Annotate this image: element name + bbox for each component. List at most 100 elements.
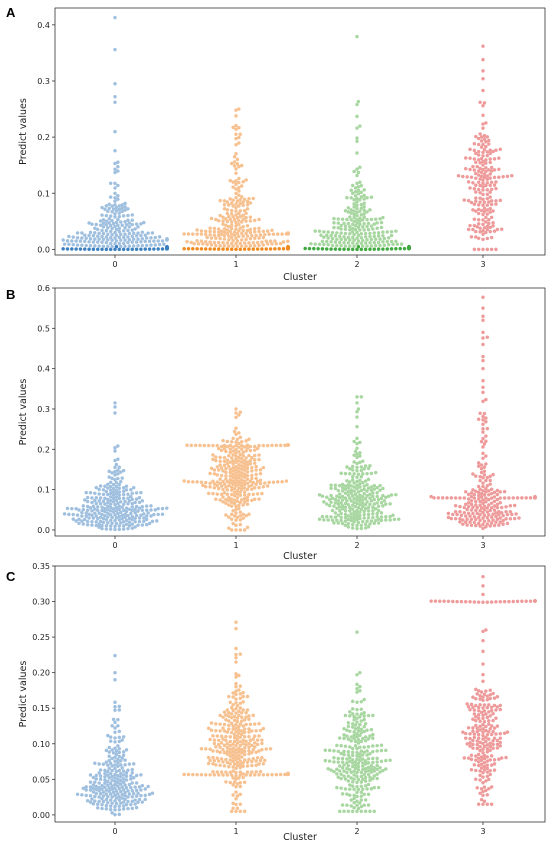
data-point — [238, 452, 243, 457]
data-point — [103, 496, 107, 501]
data-point — [250, 759, 254, 764]
data-point — [242, 247, 247, 251]
data-point — [261, 726, 266, 731]
data-point — [339, 243, 343, 248]
data-point — [485, 236, 490, 241]
data-point — [245, 477, 250, 481]
data-point — [235, 489, 240, 493]
data-point — [363, 809, 368, 814]
data-point — [103, 509, 107, 514]
data-point — [346, 779, 351, 783]
data-point — [70, 506, 74, 511]
data-point — [254, 482, 258, 487]
data-point — [359, 507, 364, 512]
data-point — [133, 802, 137, 806]
data-point — [94, 787, 99, 792]
data-point — [481, 154, 485, 158]
data-point — [186, 246, 191, 251]
data-point — [482, 719, 487, 724]
data-point — [479, 208, 484, 213]
data-point — [80, 510, 84, 515]
data-point — [234, 748, 238, 752]
data-point — [487, 737, 491, 741]
data-point — [485, 715, 490, 720]
data-point — [219, 484, 224, 488]
data-point — [346, 809, 351, 814]
data-point — [150, 231, 155, 235]
data-point — [488, 206, 492, 211]
data-point — [120, 792, 124, 797]
data-point — [106, 511, 110, 516]
data-point — [121, 777, 126, 781]
data-point — [117, 808, 122, 812]
data-point — [199, 480, 204, 485]
data-point — [345, 479, 349, 483]
data-point — [362, 208, 366, 213]
data-point — [355, 716, 359, 721]
data-point — [237, 728, 241, 732]
data-point — [481, 314, 485, 318]
data-point — [348, 467, 352, 471]
data-point — [489, 487, 494, 492]
data-point — [505, 730, 510, 734]
data-point — [336, 521, 341, 525]
data-point — [67, 234, 71, 239]
data-point — [238, 802, 243, 806]
data-point — [247, 717, 251, 722]
swarm-cluster-3 — [429, 574, 537, 806]
swarm-cluster-3 — [429, 295, 537, 531]
data-point — [476, 180, 481, 185]
data-point — [143, 793, 147, 798]
data-point — [139, 490, 143, 495]
data-point — [491, 712, 495, 716]
data-point — [238, 652, 243, 656]
data-point — [474, 687, 478, 692]
data-point — [225, 730, 230, 734]
data-point — [484, 496, 488, 500]
data-point — [361, 218, 365, 222]
data-point — [498, 703, 503, 708]
data-point — [482, 504, 487, 508]
data-point — [476, 158, 481, 162]
data-point — [343, 487, 348, 491]
data-point — [489, 521, 494, 525]
data-point — [359, 774, 364, 779]
data-point — [322, 500, 326, 504]
data-point — [108, 792, 113, 796]
data-point — [395, 242, 400, 246]
data-point — [71, 517, 75, 521]
data-point — [211, 479, 215, 483]
data-point — [489, 180, 494, 184]
data-point — [355, 790, 359, 795]
data-point — [219, 229, 224, 233]
data-point — [211, 453, 215, 457]
data-point — [333, 501, 338, 505]
data-point — [254, 763, 258, 768]
data-point — [350, 725, 355, 729]
data-point — [375, 226, 379, 230]
data-point — [474, 754, 478, 758]
data-point — [379, 225, 384, 230]
swarm-cluster-0 — [75, 653, 155, 817]
data-point — [355, 686, 359, 691]
data-point — [238, 809, 243, 814]
data-point — [227, 234, 231, 238]
data-point — [489, 708, 494, 713]
data-point — [245, 487, 250, 492]
data-point — [111, 490, 116, 494]
data-point — [224, 485, 228, 489]
data-point — [281, 240, 286, 244]
data-point — [436, 496, 441, 500]
data-point — [100, 783, 104, 788]
data-point — [356, 787, 361, 792]
data-point — [222, 233, 227, 238]
data-point — [134, 240, 139, 244]
data-point — [231, 453, 235, 457]
data-point — [71, 235, 75, 239]
data-point — [113, 772, 117, 777]
data-point — [130, 508, 135, 513]
data-point — [231, 482, 235, 487]
data-point — [363, 759, 368, 763]
data-point — [476, 760, 481, 764]
data-point — [349, 196, 353, 200]
